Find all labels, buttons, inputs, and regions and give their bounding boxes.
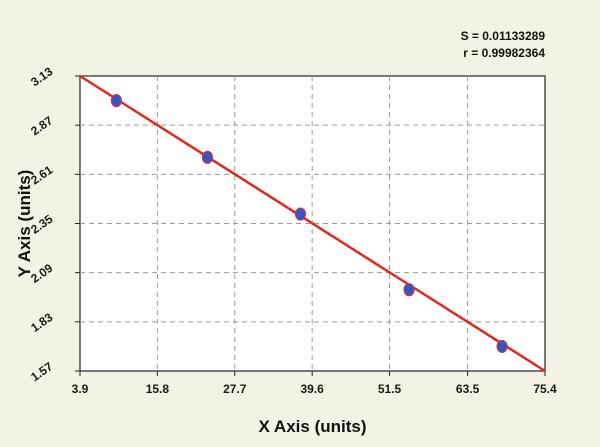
x-tick-label: 39.6 [300, 382, 324, 396]
x-tick-label: 15.8 [146, 382, 170, 396]
x-tick-label: 63.5 [456, 382, 480, 396]
y-tick-label: 2.87 [28, 113, 55, 138]
data-point [294, 207, 307, 221]
x-tick-label: 3.9 [72, 382, 89, 396]
x-tick-label: 51.5 [378, 382, 402, 396]
x-tick-label: 75.4 [533, 382, 557, 396]
x-axis-title: X Axis (units) [259, 417, 367, 436]
y-tick-label: 1.57 [28, 359, 55, 384]
data-point [496, 339, 508, 354]
data-points [110, 93, 508, 354]
data-point [403, 283, 415, 297]
x-tick-label: 27.7 [223, 382, 247, 396]
data-point [201, 150, 214, 164]
data-point [110, 93, 123, 108]
y-tick-label: 1.83 [28, 310, 55, 335]
x-tick-labels: 3.9 15.8 27.7 39.6 51.5 63.5 75.4 [72, 382, 557, 396]
y-tick-label: 3.13 [28, 64, 55, 89]
annotation-r: r = 0.99982364 [463, 46, 545, 60]
annotation-s: S = 0.01133289 [461, 29, 546, 43]
fit-line [79, 74, 546, 373]
y-axis-title: Y Axis (units) [15, 170, 34, 278]
tick-marks [75, 75, 546, 376]
